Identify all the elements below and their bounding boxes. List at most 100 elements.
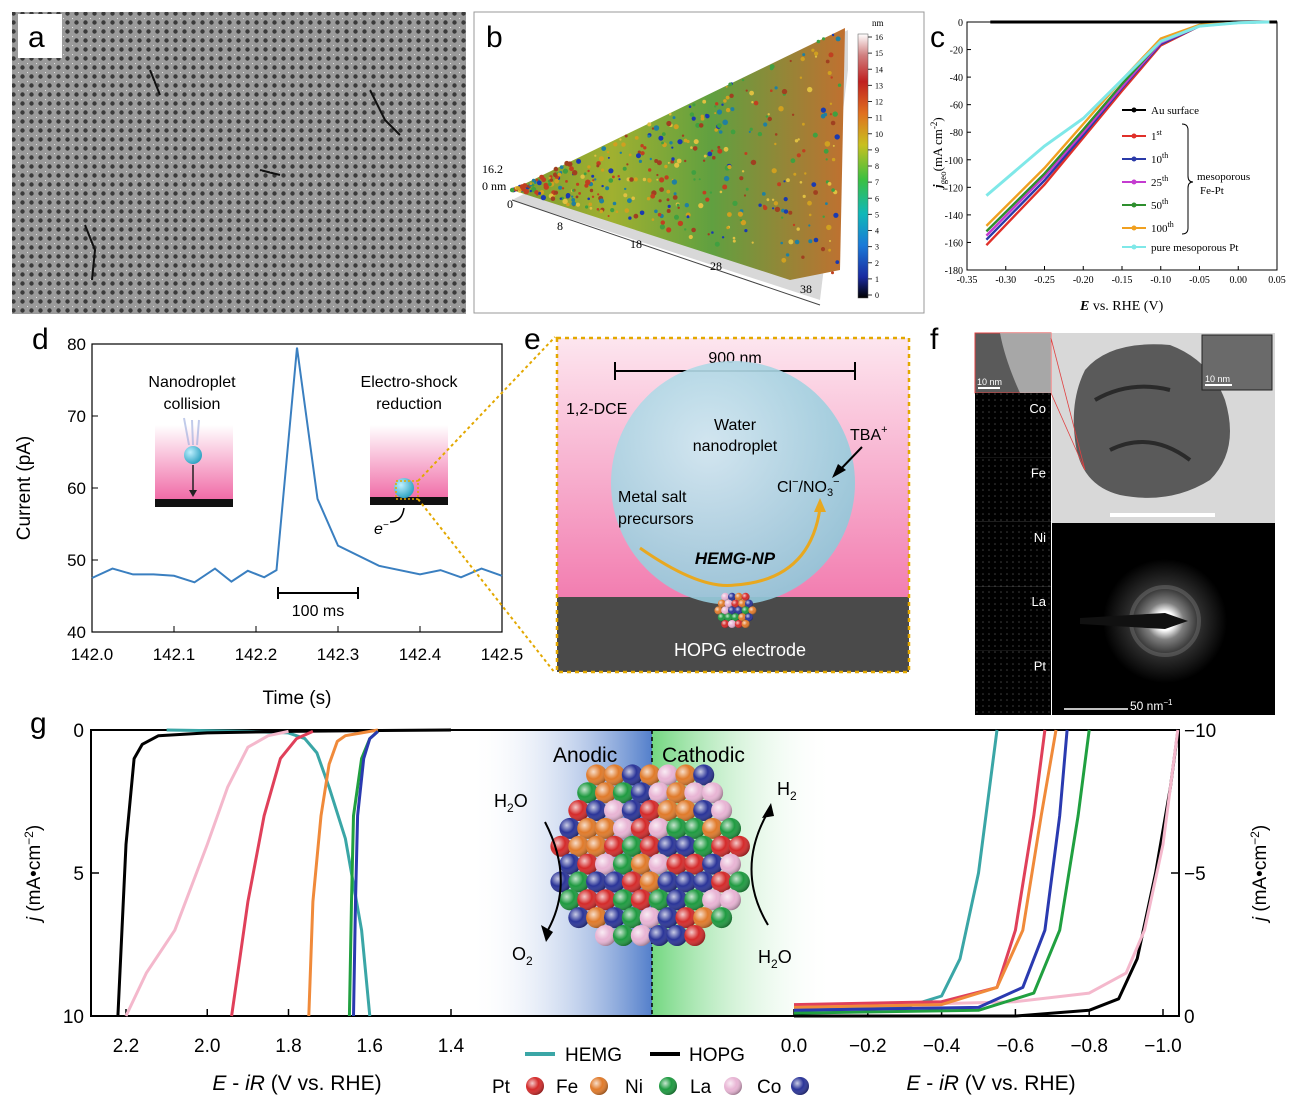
c-xtick-label: 0.05 — [1268, 275, 1286, 286]
atom-shade — [731, 613, 740, 622]
c-xtick-label: -0.05 — [1189, 275, 1210, 286]
afm-peak — [767, 116, 772, 122]
g-left-xtick-label: 2.2 — [113, 1036, 139, 1057]
colorbar-tick-label: 9 — [875, 146, 879, 155]
atom-shade — [666, 782, 688, 804]
afm-peak — [822, 215, 825, 218]
atom-shade — [612, 889, 634, 911]
afm-peak — [771, 168, 777, 174]
afm-peak — [601, 168, 605, 172]
afm-peak — [831, 157, 836, 162]
plot-c-axes: -0.35 -0.30 -0.25 -0.20 -0.15 -0.10 -0.05 0.00 0… — [945, 18, 1286, 286]
afm-peak — [774, 142, 777, 146]
hrtem-scale: 10 nm — [977, 377, 1002, 387]
afm-peak — [770, 89, 773, 92]
atom-shade — [745, 599, 753, 608]
afm-peak — [727, 212, 732, 217]
afm-peak — [562, 168, 569, 174]
afm-peak — [571, 198, 576, 202]
afm-peak — [613, 142, 618, 147]
inset-label-collision-2: collision — [164, 396, 221, 413]
afm-peak — [612, 175, 615, 179]
afm-peak — [820, 113, 826, 119]
afm-peak — [763, 122, 768, 127]
afm-peak — [539, 174, 545, 180]
eds-map-pt — [975, 650, 1051, 715]
panel-label-g: g — [30, 707, 47, 740]
eds-map-fe — [975, 457, 1051, 522]
eds-map-la — [975, 586, 1051, 651]
g-right-xtick-label: −0.8 — [1070, 1036, 1108, 1057]
afm-peak — [707, 151, 713, 157]
c-legend-label: 100th — [1151, 220, 1174, 235]
colorbar-tick-label: 15 — [875, 49, 883, 58]
d-xtick-label: 142.0 — [71, 645, 114, 664]
afm-peak — [826, 224, 832, 231]
c-ytick-label: -100 — [945, 156, 963, 167]
afm-peak — [707, 233, 710, 236]
afm-peak — [649, 157, 652, 161]
afm-peak — [825, 59, 830, 64]
colorbar-tick-label: 4 — [875, 227, 879, 236]
afm-peak — [666, 120, 672, 127]
afm-axis: 0 8 18 28 38 — [507, 197, 821, 306]
atom-shade — [612, 853, 634, 875]
atom-shade — [711, 907, 733, 929]
afm-peak — [565, 180, 568, 183]
atom-shade — [630, 782, 652, 804]
inset-shock-electrode — [370, 497, 448, 505]
afm-peak — [832, 111, 838, 117]
plot-c-legend: Au surface 1st 10th 25th 50th 100th pure mesop… — [1122, 105, 1250, 254]
colorbar-tick-label: 8 — [875, 162, 879, 171]
afm-peak — [677, 206, 680, 209]
g-left-ytick-label: 5 — [73, 864, 84, 885]
afm-peak — [804, 172, 807, 175]
g-left-xtick-label: 2.0 — [194, 1036, 220, 1057]
afm-peak — [571, 201, 576, 206]
afm-peak — [829, 102, 833, 106]
atom-shade — [684, 925, 706, 946]
inset-collision-electrode — [155, 499, 233, 507]
afm-peak — [688, 234, 693, 240]
c-legend-marker — [1131, 225, 1137, 231]
afm-peak — [676, 158, 682, 164]
afm-peak — [681, 134, 685, 137]
afm-peak — [565, 193, 571, 198]
panel-label-b: b — [486, 21, 503, 54]
d-xtick-label: 142.3 — [317, 645, 360, 664]
afm-peak — [796, 153, 801, 158]
afm-peak — [624, 187, 627, 191]
afm-peak — [522, 183, 528, 189]
atom-shade — [693, 835, 715, 857]
afm-peak — [780, 241, 783, 245]
afm-peak — [717, 145, 721, 149]
afm-peak — [610, 208, 615, 213]
afm-peak — [587, 169, 590, 173]
atom-shade — [595, 782, 616, 804]
afm-peak — [554, 178, 559, 184]
afm-peak — [783, 197, 788, 202]
atom-shade — [630, 817, 652, 839]
d-xtick-label: 142.4 — [399, 645, 442, 664]
afm-peak — [674, 162, 680, 168]
afm-peak — [802, 122, 805, 126]
plot-d-ylabel: Current (pA) — [14, 436, 35, 541]
afm-peak — [623, 193, 628, 198]
afm-peak — [672, 116, 676, 120]
afm-height-top: 16.2 — [482, 162, 503, 176]
afm-axis-line — [511, 199, 821, 306]
afm-peak — [705, 197, 710, 202]
afm-peak — [762, 204, 766, 208]
g-right-xtick-label: −0.4 — [923, 1036, 961, 1057]
afm-peak — [612, 201, 617, 206]
atom-legend-label-pt: Pt — [492, 1077, 511, 1098]
atom-shade — [717, 613, 726, 622]
afm-peak — [636, 153, 641, 159]
afm-peak — [783, 180, 786, 183]
sem-image — [12, 12, 466, 314]
afm-peak — [714, 112, 717, 115]
afm-peak — [797, 138, 800, 141]
atom-shade — [577, 853, 599, 875]
afm-peak — [562, 198, 568, 205]
